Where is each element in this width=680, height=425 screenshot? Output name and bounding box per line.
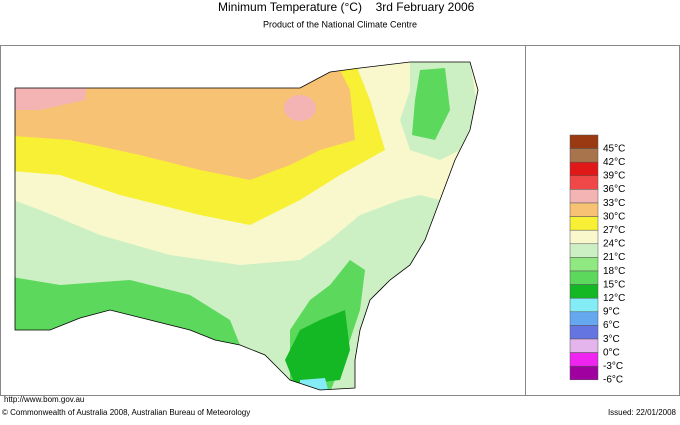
legend-swatch — [569, 257, 599, 272]
legend-label: 21°C — [603, 252, 625, 263]
legend-label: 9°C — [603, 307, 620, 318]
legend-swatch — [569, 352, 599, 367]
legend-swatch — [569, 148, 599, 163]
state-outline — [14, 61, 479, 391]
legend-label: 39°C — [603, 171, 625, 182]
legend: 45°C 42°C 39°C 36°C 33°C 30°C 27°C 24°C 21°C 18°C… — [569, 134, 625, 386]
legend-label: 18°C — [603, 266, 625, 277]
legend-swatch — [569, 161, 599, 177]
legend-label: 42°C — [603, 157, 625, 168]
legend-label: 36°C — [603, 184, 625, 195]
legend-swatch — [569, 297, 599, 313]
legend-swatch — [569, 134, 599, 149]
map-title: Minimum Temperature (°C) — [218, 0, 362, 14]
legend-swatch — [569, 216, 599, 231]
copyright: © Commonwealth of Australia 2008, Austra… — [2, 408, 250, 417]
legend-swatch — [569, 229, 599, 245]
source-url: http://www.bom.gov.au — [4, 395, 84, 404]
temperature-map — [15, 62, 478, 390]
legend-swatch — [569, 365, 599, 381]
legend-swatch — [569, 243, 599, 258]
legend-label: 3°C — [603, 334, 620, 345]
map-subtitle: Product of the National Climate Centre — [263, 19, 417, 29]
legend-swatch — [569, 202, 599, 217]
legend-label: -6°C — [603, 375, 623, 386]
legend-swatch — [569, 338, 599, 353]
legend-label: 27°C — [603, 225, 625, 236]
legend-label: 12°C — [603, 293, 625, 304]
legend-label: 15°C — [603, 279, 625, 290]
legend-swatch — [569, 175, 599, 190]
legend-label: 30°C — [603, 211, 625, 222]
legend-swatch — [569, 284, 599, 299]
issued-date: Issued: 22/01/2008 — [608, 408, 677, 417]
legend-swatch — [569, 270, 599, 285]
legend-label: -3°C — [603, 361, 623, 372]
legend-swatch — [569, 311, 599, 326]
legend-label: 0°C — [603, 347, 620, 358]
legend-label: 6°C — [603, 320, 620, 331]
legend-swatch — [569, 325, 599, 340]
legend-label: 45°C — [603, 143, 625, 154]
map-date: 3rd February 2006 — [376, 0, 475, 14]
legend-swatch — [569, 189, 599, 204]
legend-label: 33°C — [603, 198, 625, 209]
legend-label: 24°C — [603, 239, 625, 250]
